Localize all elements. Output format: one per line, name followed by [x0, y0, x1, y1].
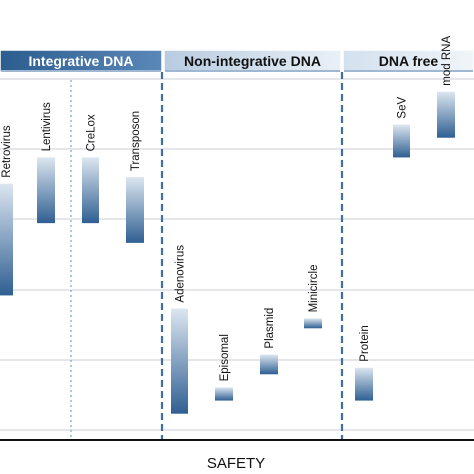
bar-adenovirus — [171, 308, 188, 414]
section-header-label: Integrative DNA — [28, 53, 133, 69]
section-header-label: Non-integrative DNA — [184, 53, 321, 69]
x-axis-label: SAFETY — [207, 455, 265, 472]
gridlines — [0, 78, 474, 431]
bar-protein — [355, 367, 373, 401]
section-header-underline — [165, 70, 340, 72]
bar-plasmid — [260, 354, 278, 375]
section-dividers — [70, 72, 344, 440]
bar-mod-rna — [437, 91, 455, 138]
bar-label-protein: Protein — [359, 325, 371, 361]
bar-label-sev: SeV — [397, 97, 409, 119]
bar-label-adenovirus: Adenovirus — [175, 245, 187, 303]
bar-lentivirus — [37, 157, 55, 224]
bar-label-transposon: Transposon — [130, 111, 142, 171]
bar-transposon — [126, 177, 144, 243]
section-headers: Integrative DNA Non-integrative DNA DNA fr… — [0, 49, 474, 73]
bar-label-crelox: CreLox — [86, 114, 98, 151]
section-header-1: Integrative DNA — [0, 49, 163, 73]
bar-episomal — [215, 387, 233, 401]
bar-label-episomal: Episomal — [219, 334, 231, 381]
section-header-underline — [344, 70, 473, 72]
bar-label-plasmid: Plasmid — [264, 308, 276, 349]
bar-sev — [393, 124, 410, 158]
bar-retrovirus — [0, 183, 13, 296]
bar-labels: Retrovirus Lentivirus CreLox Transposon Aden… — [1, 36, 453, 382]
section-header-underline — [1, 70, 161, 72]
bar-label-minicircle: Minicircle — [308, 265, 320, 313]
bar-label-lentivirus: Lentivirus — [41, 102, 53, 151]
section-header-3: DNA free — [342, 49, 474, 73]
bar-minicircle — [304, 318, 322, 329]
bar-label-retrovirus: Retrovirus — [1, 125, 13, 178]
range-bars — [0, 91, 455, 414]
bar-crelox — [82, 157, 99, 224]
section-header-2: Non-integrative DNA — [163, 49, 342, 73]
section-header-label: DNA free — [379, 53, 439, 69]
bar-label-mod-rna: mod RNA — [441, 36, 453, 86]
